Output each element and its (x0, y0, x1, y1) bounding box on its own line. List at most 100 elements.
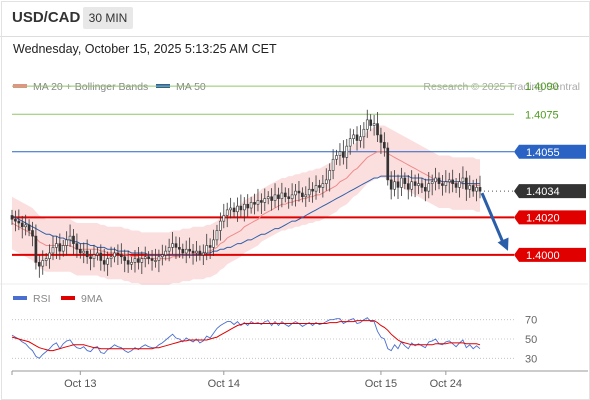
candle-body (270, 196, 273, 201)
candle-71 (253, 193, 256, 215)
candle-14 (58, 233, 62, 260)
candle-98 (345, 139, 349, 169)
candle-body (451, 179, 454, 184)
candle-body (413, 181, 417, 186)
candle-body (283, 192, 287, 198)
candle-116 (406, 175, 410, 200)
candle-body (157, 256, 161, 261)
candle-body (307, 188, 311, 196)
candle-body (44, 258, 48, 261)
candle-92 (324, 168, 328, 191)
candle-body (355, 134, 359, 141)
candle-body (68, 235, 72, 241)
candle-0 (10, 209, 14, 225)
candle-64 (229, 197, 232, 219)
candle-body (27, 224, 31, 231)
chart-datetime: Wednesday, October 15, 2025 5:13:25 AM C… (13, 42, 277, 56)
candle-118 (413, 174, 417, 198)
bollinger-band-area (12, 125, 480, 285)
candle-body (266, 196, 270, 199)
candle-body (301, 192, 304, 198)
timeframe-badge[interactable]: 30 MIN (83, 7, 133, 29)
candle-38 (140, 251, 144, 274)
candle-102 (359, 125, 362, 148)
candle-129 (451, 169, 454, 193)
candle-body (198, 250, 202, 256)
candle-83 (294, 184, 297, 207)
candle-body (328, 170, 332, 181)
candle-39 (143, 246, 147, 268)
candle-74 (263, 188, 267, 211)
candle-body (444, 181, 448, 186)
candle-body (229, 207, 232, 211)
candle-body (133, 258, 137, 263)
candle-body (369, 119, 373, 126)
candle-body (362, 128, 366, 138)
candle-body (318, 185, 321, 188)
candle-79 (280, 182, 284, 208)
candle-91 (321, 175, 325, 198)
candle-body (379, 134, 383, 143)
candle-body (454, 183, 458, 188)
candle-body (465, 177, 468, 190)
legend-label-0: MA 20 + Bollinger Bands (33, 81, 148, 93)
candle-body (331, 158, 335, 171)
candle-body (253, 202, 256, 205)
candle-10 (44, 253, 48, 267)
candle-body (249, 202, 253, 209)
level-1-4020-tag (514, 210, 586, 225)
candle-body (461, 177, 465, 183)
candle-body (123, 256, 127, 261)
candle-body (260, 200, 263, 203)
candle-40 (147, 251, 150, 265)
candle-123 (430, 174, 434, 196)
candle-105 (369, 114, 373, 132)
candle-21 (82, 242, 86, 264)
candle-body (160, 254, 164, 258)
candle-body (126, 260, 130, 265)
candle-84 (297, 181, 301, 202)
candle-body (41, 260, 45, 267)
candle-body (137, 258, 140, 263)
candle-55 (198, 245, 202, 261)
candle-80 (283, 187, 287, 203)
forecast-arrow-shaft (480, 192, 506, 246)
candle-137 (478, 175, 482, 199)
level-1-4034-label: 1.4034 (526, 186, 560, 198)
candle-body (338, 151, 342, 156)
candle-41 (150, 250, 154, 271)
candle-62 (222, 203, 226, 229)
candle-body (181, 248, 185, 254)
candle-112 (393, 170, 396, 197)
candle-61 (219, 212, 222, 241)
candle-45 (164, 245, 168, 261)
candle-117 (410, 170, 414, 197)
candle-95 (335, 149, 338, 165)
x-tick-label-0: Oct 13 (64, 378, 96, 390)
candle-22 (85, 239, 89, 264)
candle-70 (249, 196, 253, 214)
candle-body (475, 187, 478, 192)
candle-130 (454, 178, 458, 193)
forecast-arrow (480, 192, 509, 251)
candle-87 (307, 177, 311, 202)
candle-68 (242, 197, 246, 222)
ma50-line (11, 175, 480, 256)
candle-52 (188, 237, 191, 259)
candle-96 (338, 143, 342, 166)
candle-body (396, 181, 400, 188)
candle-body (10, 215, 14, 220)
rsi-legend-label-1: 9MA (81, 293, 103, 305)
level-1-4055-label: 1.4055 (526, 147, 560, 159)
candle-body (359, 136, 362, 141)
candle-body (314, 185, 318, 192)
candle-108 (379, 127, 383, 154)
candle-body (31, 230, 34, 237)
candle-body (72, 235, 75, 244)
candle-body (82, 250, 86, 254)
candle-73 (260, 193, 263, 214)
candle-body (290, 194, 294, 199)
candle-23 (89, 249, 92, 271)
candle-60 (215, 224, 219, 246)
